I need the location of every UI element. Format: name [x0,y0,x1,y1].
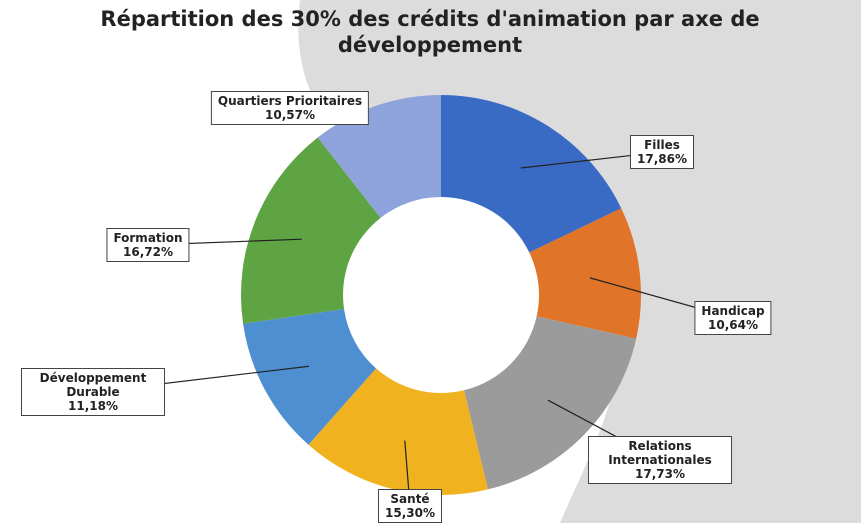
label-category: Relations Internationales [608,439,712,467]
label-value: 11,18% [68,399,118,413]
label-category: Quartiers Prioritaires [217,94,363,108]
label-category: Formation [113,231,183,245]
label-category: Filles [644,138,680,152]
data-label: Santé 15,30% [378,489,442,523]
donut-slice [463,316,637,490]
label-category: Santé [390,492,430,506]
donut-slice [241,137,381,324]
data-label: Développement Durable 11,18% [21,368,165,416]
donut-slice [317,95,441,218]
label-value: 15,30% [385,506,435,520]
label-value: 17,86% [637,152,687,166]
data-label: Quartiers Prioritaires 10,57% [210,91,370,125]
label-category: Développement Durable [39,371,147,399]
data-label: Filles 17,86% [630,135,694,169]
donut-slice [243,309,377,445]
data-label: Formation 16,72% [106,228,190,262]
label-value: 10,64% [708,318,758,332]
data-label: Handicap 10,64% [694,301,772,335]
donut-slice [308,368,488,495]
label-value: 17,73% [635,467,685,481]
donut-slice [441,95,622,253]
label-value: 16,72% [123,245,173,259]
data-label: Relations Internationales 17,73% [588,436,732,484]
donut-slice [529,208,641,339]
label-category: Handicap [701,304,765,318]
label-value: 10,57% [265,108,315,122]
chart-title: Répartition des 30% des crédits d'animat… [100,7,760,57]
